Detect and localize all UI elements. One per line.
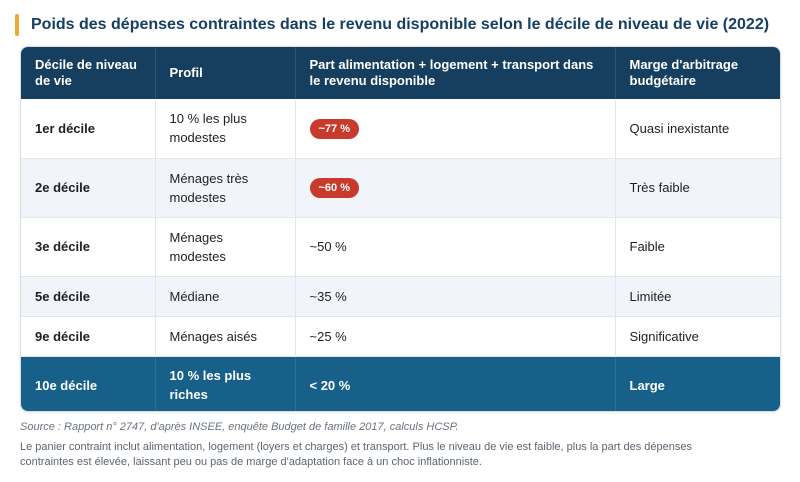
source-citation: Source : Rapport n° 2747, d'après INSEE,…	[20, 421, 459, 433]
cell-marge: Quasi inexistante	[615, 99, 780, 159]
cell-decile: 9e décile	[21, 316, 156, 357]
cell-profil: Ménages très modestes	[155, 158, 296, 218]
table-header: Décile de niveau de vie Profil Part alim…	[21, 47, 780, 99]
header-profil: Profil	[155, 47, 296, 99]
table-row: 9e décile Ménages aisés ~25 % Significat…	[21, 316, 780, 357]
cell-part: ~35 %	[295, 276, 616, 317]
cell-part: ~77 %	[295, 99, 616, 159]
footnote: Le panier contraint inclut alimentation,…	[20, 441, 692, 468]
data-table-card: Décile de niveau de vie Profil Part alim…	[20, 46, 781, 412]
cell-profil: 10 % les plus riches	[155, 356, 296, 411]
title-accent-bar	[15, 14, 19, 36]
table-body: 1er décile 10 % les plus modestes ~77 % …	[21, 99, 780, 411]
cell-decile: 5e décile	[21, 276, 156, 317]
cell-decile: 1er décile	[21, 99, 156, 159]
cell-marge: Très faible	[615, 158, 780, 218]
cell-profil: Ménages modestes	[155, 217, 296, 277]
cell-decile: 2e décile	[21, 158, 156, 218]
part-badge: ~77 %	[309, 118, 359, 139]
header-marge: Marge d'arbitrage budgétaire	[629, 57, 739, 88]
cell-marge: Large	[629, 377, 665, 393]
cell-part: ~25 %	[295, 316, 616, 357]
header-row: Décile de niveau de vie Profil Part alim…	[21, 47, 780, 99]
cell-decile: 3e décile	[21, 217, 156, 277]
cell-decile: 10e décile	[21, 356, 156, 411]
table-row: 5e décile Médiane ~35 % Limitée	[21, 276, 780, 317]
decile-table: Décile de niveau de vie Profil Part alim…	[21, 47, 780, 411]
table-row: 1er décile 10 % les plus modestes ~77 % …	[21, 99, 780, 159]
header-decile: Décile de niveau de vie	[21, 47, 156, 99]
cell-marge: Limitée	[615, 276, 780, 317]
table-row-highlight: 10e décile 10 % les plus riches < 20 % L…	[21, 356, 780, 411]
part-badge: ~60 %	[309, 178, 359, 198]
table-row: 2e décile Ménages très modestes ~60 % Tr…	[21, 158, 780, 218]
cell-part: ~60 %	[295, 158, 616, 218]
cell-part: ~50 %	[295, 217, 616, 277]
cell-marge: Faible	[615, 217, 780, 277]
title-bar: Poids des dépenses contraintes dans le r…	[15, 13, 769, 37]
table-row: 3e décile Ménages modestes ~50 % Faible	[21, 217, 780, 277]
cell-profil: Ménages aisés	[155, 316, 296, 357]
header-part: Part alimentation + logement + transport…	[295, 47, 616, 99]
table-title: Poids des dépenses contraintes dans le r…	[31, 16, 770, 33]
cell-profil: 10 % les plus modestes	[155, 99, 296, 159]
cell-profil: Médiane	[155, 276, 296, 317]
cell-part: < 20 %	[295, 356, 616, 411]
cell-marge: Significative	[615, 316, 780, 357]
